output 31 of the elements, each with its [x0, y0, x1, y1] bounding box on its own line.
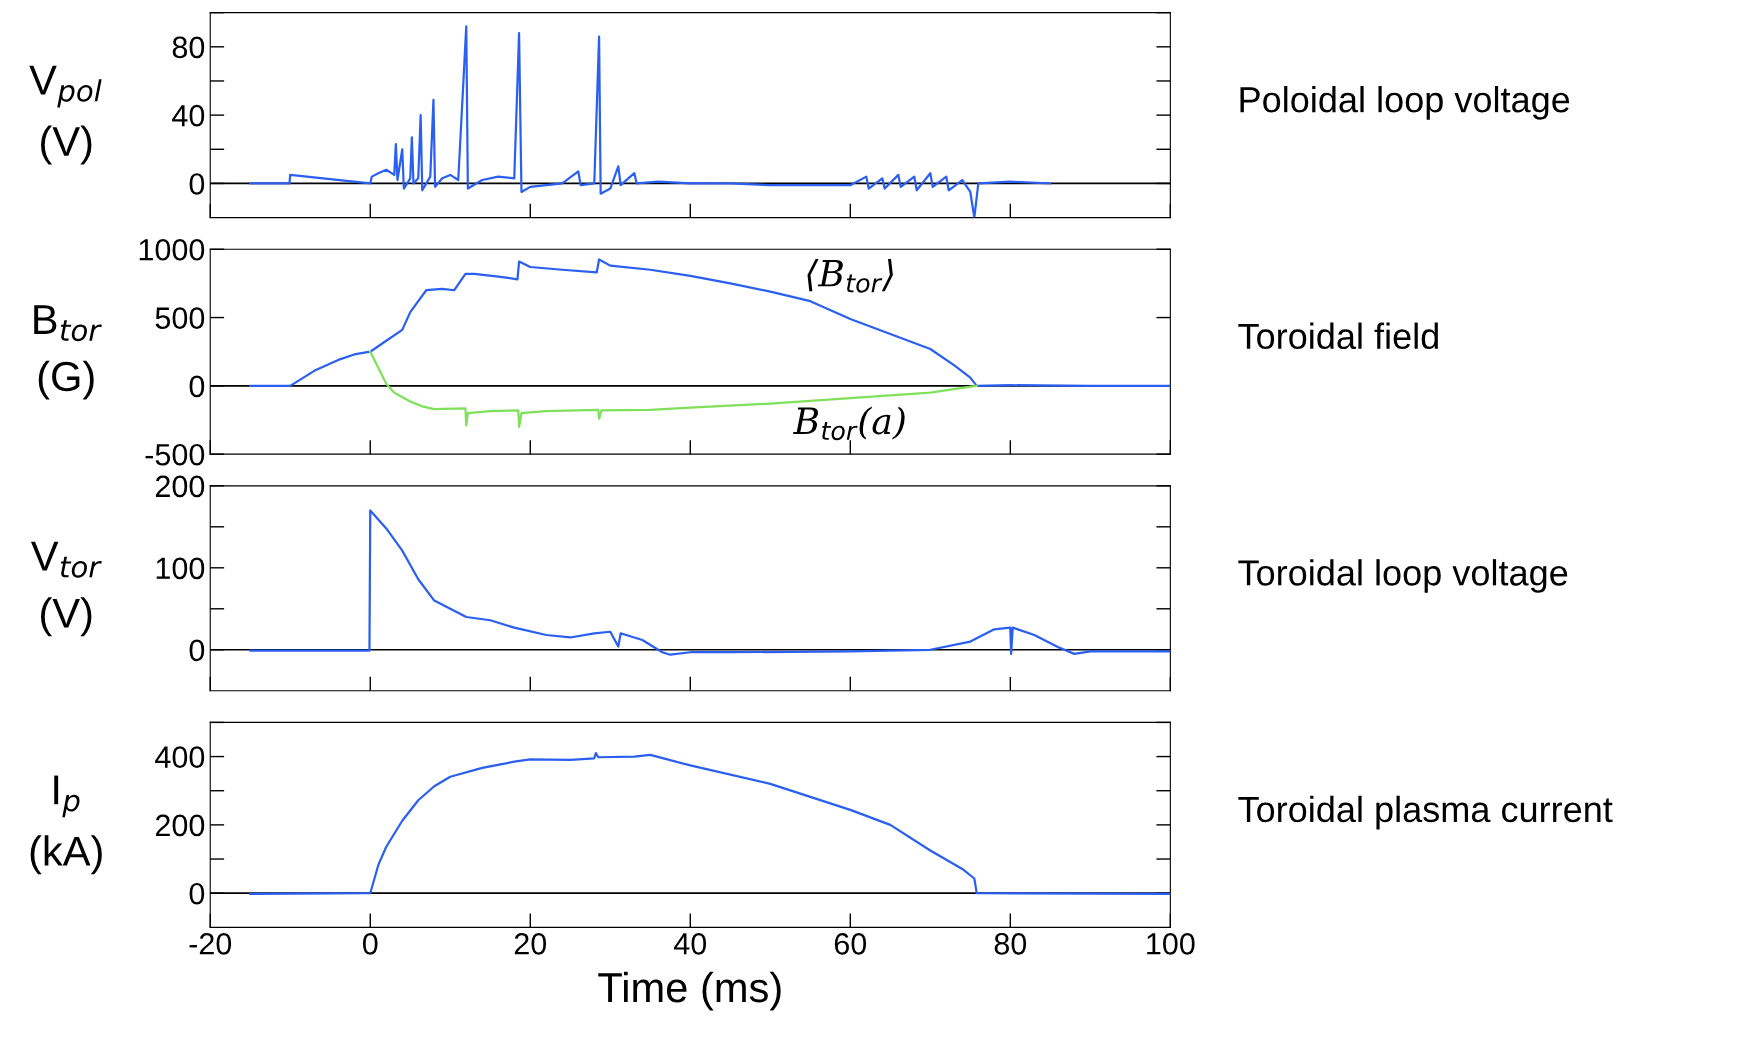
text: Toroidal plasma current [1238, 795, 1613, 830]
y-tick-label: 200 [155, 814, 205, 837]
x-tick-label: 40 [674, 933, 707, 955]
x-tick-label: 60 [834, 933, 867, 955]
y-tick-label: 200 [155, 475, 205, 498]
y-axis-title: I$_{p}$ (kA) [30, 775, 102, 875]
series-label: ⟨B$_{tor}$⟩ [807, 258, 893, 293]
y-axis-title: V$_{pol}$ (V) [29, 65, 102, 165]
y-axis-title: V$_{tor}$ (V) [30, 541, 102, 637]
y-axis-title: B$_{tor}$ (G) [34, 305, 102, 400]
y-tick-label: 0 [189, 639, 205, 662]
y-tick-label: 100 [156, 557, 205, 580]
series-label: B$_{tor}$(a) [793, 406, 905, 441]
x-tick-label: 80 [994, 933, 1027, 955]
y-tick-label: 400 [155, 746, 205, 768]
text: Poloidal loop voltage [1240, 86, 1570, 120]
y-tick-label: 0 [189, 173, 205, 195]
y-tick-label: 0 [189, 375, 205, 398]
y-tick-label: 500 [155, 307, 205, 329]
y-tick-label: 80 [172, 36, 205, 59]
y-tick-label: 40 [172, 104, 205, 127]
x-axis-title: Time (ms) [598, 971, 781, 1011]
x-tick-label: -20 [189, 933, 232, 955]
x-tick-label: 20 [514, 933, 547, 955]
x-tick-label: 100 [1147, 933, 1195, 955]
y-tick-label: 1000 [139, 238, 205, 261]
text: Toroidal loop voltage [1238, 559, 1568, 593]
y-tick-label: -500 [145, 443, 205, 466]
y-tick-label: 0 [189, 882, 205, 905]
x-tick-label: 0 [362, 933, 378, 955]
text: Toroidal field [1238, 322, 1438, 350]
